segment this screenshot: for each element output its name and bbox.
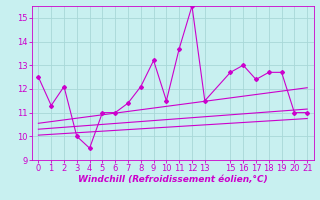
X-axis label: Windchill (Refroidissement éolien,°C): Windchill (Refroidissement éolien,°C) xyxy=(78,175,268,184)
